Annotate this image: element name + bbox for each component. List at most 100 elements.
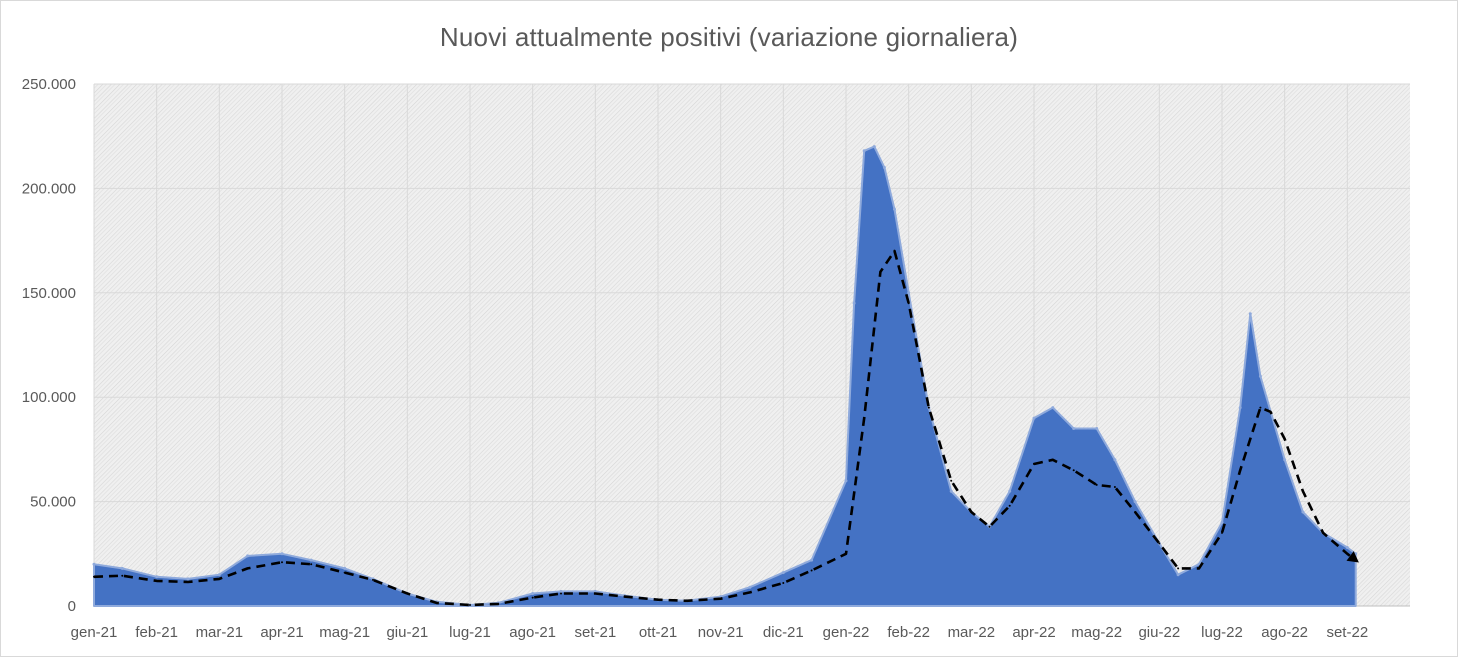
- area-point: [907, 291, 911, 295]
- trend-point: [1134, 511, 1137, 513]
- trend-point: [531, 596, 534, 599]
- trend-point: [1301, 490, 1304, 493]
- x-tick-label: mag-21: [319, 624, 370, 641]
- area-point: [852, 301, 856, 305]
- x-tick-label: mag-22: [1071, 624, 1122, 641]
- x-tick-label: lug-21: [449, 624, 491, 641]
- y-tick-label: 150.000: [22, 285, 76, 302]
- trend-point: [1008, 504, 1011, 507]
- trend-point: [1177, 567, 1180, 570]
- y-tick-label: 250.000: [22, 76, 76, 93]
- trend-point: [810, 569, 813, 572]
- area-point: [280, 552, 284, 556]
- area-point: [155, 575, 159, 579]
- x-tick-label: set-22: [1326, 624, 1368, 641]
- x-axis-ticks: gen-21 feb-21 mar-21 apr-21 mag-21 giu-21 lug-…: [71, 624, 1369, 641]
- y-tick-label: 50.000: [30, 494, 76, 511]
- trend-point: [1283, 438, 1286, 440]
- area-point: [1301, 510, 1305, 514]
- trend-point: [406, 592, 409, 595]
- trend-point: [310, 563, 313, 566]
- trend-point: [1346, 552, 1349, 555]
- area-point: [92, 562, 96, 566]
- area-point: [1072, 427, 1076, 430]
- trend-point: [782, 582, 785, 584]
- trend-point: [343, 571, 346, 574]
- area-point: [120, 566, 124, 570]
- area-point: [810, 558, 814, 562]
- x-tick-label: feb-22: [887, 624, 930, 641]
- area-point: [217, 573, 221, 577]
- area-point: [1258, 374, 1262, 378]
- plot-area-background: [94, 84, 1410, 606]
- y-axis-ticks: 0 50.000 100.000 150.000 200.000 250.000: [22, 76, 76, 615]
- area-point: [246, 554, 250, 558]
- area-point: [748, 585, 752, 589]
- trend-point: [950, 479, 953, 482]
- trend-point: [372, 578, 374, 581]
- area-point: [559, 589, 563, 593]
- trend-point: [594, 592, 597, 595]
- trend-point: [497, 602, 500, 605]
- x-tick-label: ago-21: [509, 624, 556, 641]
- area-point: [1008, 489, 1012, 493]
- trend-arrowhead: [1346, 551, 1359, 563]
- trend-point: [863, 417, 866, 420]
- area-point: [862, 149, 866, 153]
- trend-point: [435, 601, 438, 604]
- area-point: [1220, 521, 1224, 524]
- trend-point: [845, 552, 847, 555]
- y-tick-label: 0: [68, 598, 76, 615]
- trend-point: [1239, 469, 1242, 472]
- trend-point: [893, 250, 896, 252]
- trend-point: [246, 567, 249, 570]
- area-point: [343, 566, 347, 570]
- area-point: [1133, 500, 1137, 504]
- area-point: [1345, 546, 1349, 549]
- area-point: [1113, 458, 1117, 462]
- x-tick-label: apr-21: [260, 624, 303, 641]
- trend-point: [719, 597, 722, 600]
- trend-point: [927, 406, 930, 409]
- trend-point: [1221, 531, 1223, 534]
- x-tick-label: gen-21: [71, 624, 118, 641]
- area-point: [1238, 406, 1242, 410]
- y-tick-label: 100.000: [22, 389, 76, 406]
- x-tick-label: apr-22: [1012, 624, 1055, 641]
- area-point: [531, 592, 535, 595]
- trend-point: [1095, 483, 1098, 486]
- area-point: [309, 558, 313, 562]
- x-tick-label: lug-22: [1201, 624, 1243, 641]
- trend-point: [907, 302, 910, 305]
- area-point: [872, 145, 876, 149]
- trend-point: [1033, 463, 1035, 465]
- trend-point: [93, 575, 95, 578]
- area-point: [893, 207, 896, 211]
- x-tick-label: mar-21: [196, 624, 244, 641]
- trend-point: [560, 592, 562, 595]
- x-tick-label: ago-22: [1261, 624, 1308, 641]
- x-tick-label: nov-21: [698, 624, 744, 641]
- area-point: [1283, 458, 1287, 462]
- trend-point: [155, 579, 158, 582]
- area-point: [593, 589, 597, 593]
- x-tick-label: set-21: [574, 624, 616, 641]
- x-tick-label: mar-22: [948, 624, 996, 641]
- trend-point: [988, 525, 991, 528]
- trend-point: [187, 581, 189, 583]
- trend-point: [218, 577, 221, 580]
- trend-point: [1158, 542, 1161, 545]
- trend-line: [93, 249, 1357, 607]
- trend-point: [1322, 531, 1325, 534]
- chart-title: Nuovi attualmente positivi (variazione g…: [439, 22, 1019, 52]
- trend-point: [970, 511, 973, 513]
- trend-point: [1072, 469, 1075, 472]
- x-tick-label: giu-22: [1138, 624, 1180, 641]
- area-point: [1176, 573, 1180, 577]
- x-tick-label: dic-21: [763, 624, 804, 641]
- area-point: [882, 166, 886, 169]
- area-point: [844, 479, 848, 483]
- x-tick-label: gen-22: [823, 624, 870, 641]
- trend-point: [469, 604, 471, 606]
